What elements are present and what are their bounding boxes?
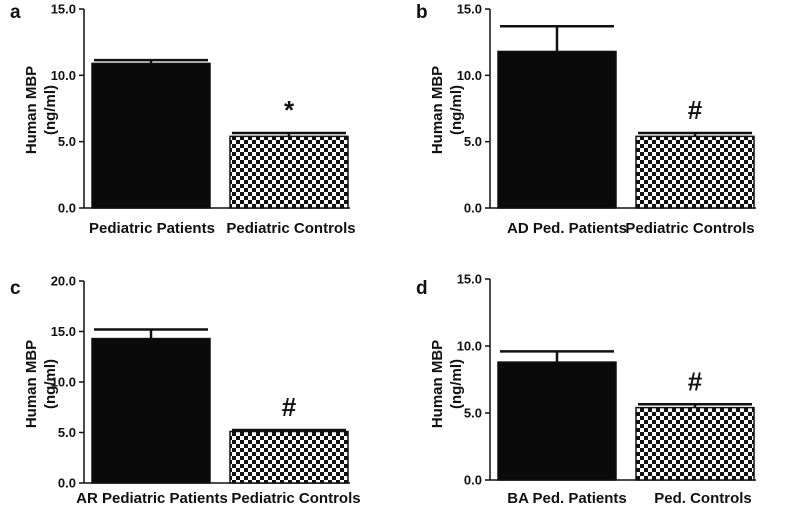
- y-axis-label-line: (ng/ml): [42, 359, 59, 409]
- panel-d: d Human MBP (ng/ml) 0.0 5.0 10.0 15.0 BA Ped. P…: [416, 272, 756, 507]
- bar-checkered: [635, 406, 755, 481]
- bar-checkered: [229, 135, 349, 209]
- y-tick-label: 15.0: [457, 2, 482, 17]
- y-tick-label: 5.0: [464, 134, 482, 149]
- y-tick-label: 10.0: [457, 68, 482, 83]
- y-tick-label: 5.0: [58, 134, 76, 149]
- significance-marker: *: [284, 95, 295, 125]
- y-tick-label: 5.0: [58, 425, 76, 440]
- panel-b: b Human MBP (ng/ml) 0.0 5.0 10.0 15.0 AD Ped. P…: [416, 2, 756, 237]
- panel-c: c Human MBP (ng/ml) 0.0 5.0 10.0 15.0 20.0 AR Pe…: [10, 274, 361, 508]
- bar-solid: [91, 62, 211, 209]
- bar-solid: [497, 50, 617, 209]
- y-tick-label: 5.0: [464, 406, 482, 421]
- bar-solid: [497, 361, 617, 481]
- bar-solid: [91, 337, 211, 484]
- x-category-label: Pediatric Controls: [231, 490, 360, 507]
- panel-letter: c: [10, 278, 21, 299]
- y-tick-label: 0.0: [464, 473, 482, 488]
- significance-marker: #: [688, 366, 703, 396]
- panel-letter: d: [416, 278, 428, 299]
- bar-checkered: [635, 135, 755, 209]
- y-tick-label: 0.0: [58, 476, 76, 491]
- y-axis-label-line: (ng/ml): [448, 359, 465, 409]
- x-category-label: BA Ped. Patients: [507, 490, 626, 507]
- panel-letter: b: [416, 2, 428, 23]
- y-axis-label: Human MBP (ng/ml): [23, 66, 59, 154]
- x-category-label: AR Pediatric Patients: [76, 490, 228, 507]
- y-tick-label: 20.0: [51, 274, 76, 289]
- panel-a: a Human MBP (ng/ml) 0.0 5.0 10.0 15.0 Pediatric…: [10, 2, 356, 238]
- y-axis-label: Human MBP (ng/ml): [23, 340, 59, 428]
- y-tick-label: 10.0: [457, 339, 482, 354]
- significance-marker: #: [688, 95, 703, 125]
- x-category-label: Pediatric Controls: [625, 220, 754, 237]
- y-tick-label: 10.0: [51, 375, 76, 390]
- y-tick-label: 15.0: [457, 272, 482, 287]
- y-axis-label-line: (ng/ml): [42, 85, 59, 135]
- y-tick-label: 0.0: [58, 201, 76, 216]
- y-axis-label-line: Human MBP: [429, 340, 446, 428]
- x-category-label: Pediatric Controls: [226, 220, 355, 237]
- x-category-label: AD Ped. Patients: [507, 220, 627, 237]
- y-tick-label: 10.0: [51, 68, 76, 83]
- y-tick-label: 15.0: [51, 324, 76, 339]
- y-axis-label-line: Human MBP: [23, 66, 40, 154]
- y-axis-label: Human MBP (ng/ml): [429, 340, 465, 428]
- bar-checkered: [229, 430, 349, 484]
- y-axis-label-line: (ng/ml): [448, 85, 465, 135]
- significance-marker: #: [282, 392, 297, 422]
- y-axis-label-line: Human MBP: [429, 66, 446, 154]
- y-axis-label: Human MBP (ng/ml): [429, 66, 465, 154]
- y-tick-label: 0.0: [464, 201, 482, 216]
- panel-letter: a: [10, 2, 21, 23]
- x-category-label: Ped. Controls: [654, 490, 752, 507]
- y-axis-label-line: Human MBP: [23, 340, 40, 428]
- x-category-label: Pediatric Patients: [89, 220, 215, 237]
- y-tick-label: 15.0: [51, 2, 76, 17]
